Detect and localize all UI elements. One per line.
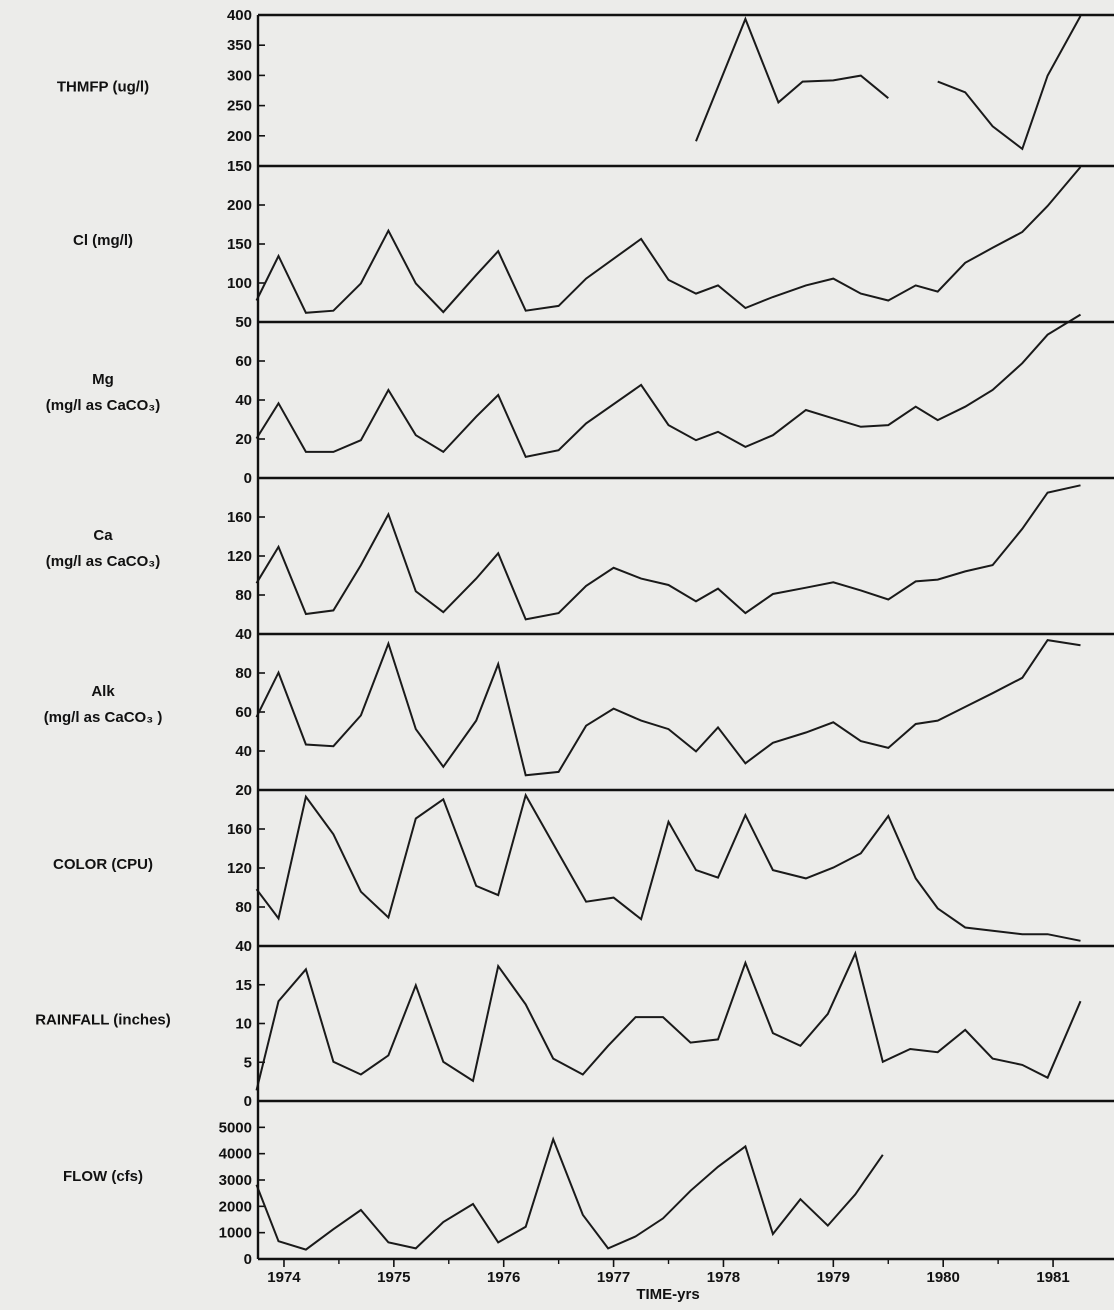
panel-3-ytick-label: 20 xyxy=(235,431,252,448)
panel-1-ytick-label: 150 xyxy=(227,158,252,175)
panel-2-ytick-label: 50 xyxy=(235,314,252,331)
panel-7-ytick-label: 10 xyxy=(235,1016,252,1033)
panel-8: FLOW (cfs) 5000 4000 3000 2000 1000 0 xyxy=(63,1100,884,1268)
x-tick-label: 1974 xyxy=(267,1269,301,1286)
panel-8-ytick-label: 2000 xyxy=(219,1198,252,1215)
panel-6-ytick-label: 80 xyxy=(235,899,252,916)
panel-4-ytick-label: 40 xyxy=(235,626,252,643)
x-tick-label: 1980 xyxy=(927,1269,960,1286)
panel-8-series-line xyxy=(255,1136,884,1251)
panel-3-series-line xyxy=(255,313,1082,459)
panel-1-series-line xyxy=(695,16,889,142)
panel-4-ytick-label: 160 xyxy=(227,509,252,526)
panel-7-ytick-label: 5 xyxy=(244,1054,252,1071)
panel-2-series-line xyxy=(255,166,1082,314)
panel-7: RAINFALL (inches) 15 10 5 0 xyxy=(35,945,1082,1110)
panel-1-ytick-label: 400 xyxy=(227,7,252,24)
panel-3-ytick-label: 40 xyxy=(235,392,252,409)
panel-6: COLOR (CPU) 160 120 80 40 xyxy=(53,789,1081,955)
panel-8-label: FLOW (cfs) xyxy=(63,1168,143,1185)
panel-6-ytick-label: 160 xyxy=(227,821,252,838)
panel-4-ytick-label: 120 xyxy=(227,548,252,565)
panel-5-ytick-label: 20 xyxy=(235,782,252,799)
x-tick-label: 1975 xyxy=(377,1269,410,1286)
panel-4-ytick-label: 80 xyxy=(235,587,252,604)
panel-8-ytick-label: 1000 xyxy=(219,1225,252,1242)
panel-3-ytick-label: 60 xyxy=(235,353,252,370)
panel-3: Mg (mg/l as CaCO₃) 60 40 20 0 xyxy=(46,313,1082,487)
panel-7-ytick-label: 15 xyxy=(235,977,252,994)
x-axis-title: TIME-yrs xyxy=(636,1286,699,1303)
x-tick-label: 1979 xyxy=(817,1269,850,1286)
panel-1-ytick-label: 200 xyxy=(227,128,252,145)
panel-6-ytick-label: 40 xyxy=(235,938,252,955)
panel-5-ytick-label: 60 xyxy=(235,704,252,721)
panel-6-series-line xyxy=(255,792,1081,942)
x-tick-label: 1977 xyxy=(597,1269,630,1286)
panel-4-label: Ca xyxy=(93,527,113,544)
panel-3-label: Mg xyxy=(92,371,114,388)
panel-1-ytick-label: 300 xyxy=(227,67,252,84)
panel-1: THMFP (ug/l) 400 350 300 250 200 150 xyxy=(57,7,1082,175)
panel-1-label: THMFP (ug/l) xyxy=(57,79,149,96)
panel-4-label: (mg/l as CaCO₃) xyxy=(46,553,160,570)
panel-2-label: Cl (mg/l) xyxy=(73,232,133,249)
panel-3-ytick-label: 0 xyxy=(244,470,252,487)
panel-2-ytick-label: 100 xyxy=(227,275,252,292)
panel-6-ytick-label: 120 xyxy=(227,860,252,877)
panel-3-label: (mg/l as CaCO₃) xyxy=(46,397,160,414)
panel-2-ytick-label: 150 xyxy=(227,236,252,253)
x-tick-label: 1978 xyxy=(707,1269,740,1286)
x-tick-label: 1981 xyxy=(1036,1269,1069,1286)
x-tick-label: 1976 xyxy=(487,1269,520,1286)
panel-7-label: RAINFALL (inches) xyxy=(35,1012,171,1029)
panel-5-label: Alk xyxy=(91,683,115,700)
panel-2-ytick-label: 200 xyxy=(227,197,252,214)
panel-6-label: COLOR (CPU) xyxy=(53,856,153,873)
panel-7-ytick-label: 0 xyxy=(244,1093,252,1110)
panel-5-label: (mg/l as CaCO₃ ) xyxy=(44,709,163,726)
panel-5: Alk (mg/l as CaCO₃ ) 80 60 40 20 xyxy=(44,633,1081,799)
panel-5-ytick-label: 40 xyxy=(235,743,252,760)
panel-8-ytick-label: 3000 xyxy=(219,1172,252,1189)
panel-8-ytick-label: 5000 xyxy=(219,1119,252,1136)
panel-4: Ca (mg/l as CaCO₃) 160 120 80 40 xyxy=(46,477,1081,643)
panel-1-series-line xyxy=(937,15,1082,151)
panel-1-ytick-label: 350 xyxy=(227,37,252,54)
panel-7-series-line xyxy=(255,950,1082,1091)
panel-5-ytick-label: 80 xyxy=(235,665,252,682)
panel-5-series-line xyxy=(255,639,1081,777)
panel-8-ytick-label: 0 xyxy=(244,1251,252,1268)
panel-4-series-line xyxy=(255,484,1081,621)
panel-8-ytick-label: 4000 xyxy=(219,1146,252,1163)
panel-1-ytick-label: 250 xyxy=(227,98,252,115)
panel-2: Cl (mg/l) 200 150 100 50 xyxy=(73,165,1082,331)
